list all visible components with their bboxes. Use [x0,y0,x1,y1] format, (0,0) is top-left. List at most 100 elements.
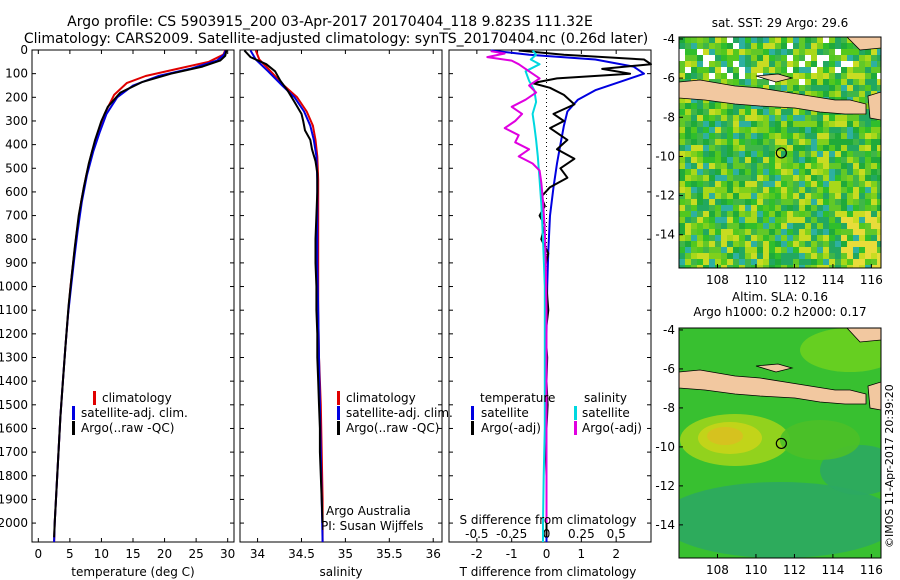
sst-pixel [739,115,745,121]
sst-pixel [793,145,799,151]
sst-pixel [787,169,793,175]
sst-pixel [865,151,871,157]
sst-pixel [835,121,841,127]
sst-pixel [853,235,859,241]
sst-pixel [877,73,881,79]
sst-pixel [703,103,709,109]
sst-pixel [787,265,793,268]
sst-pixel [829,247,835,253]
sst-pixel [721,217,727,223]
sst-pixel [841,187,847,193]
sst-pixel [829,169,835,175]
sst-pixel [757,139,763,145]
x-tick-label: 25 [188,547,203,561]
sst-pixel [763,145,769,151]
sst-pixel [691,205,697,211]
sst-pixel [745,103,751,109]
sst-pixel [787,229,793,235]
sst-pixel [691,37,697,43]
sst-pixel [715,253,721,259]
sst-pixel [865,247,871,253]
sst-pixel [715,133,721,139]
sst-pixel [691,121,697,127]
sst-pixel [739,181,745,187]
sla-anomaly [679,482,881,558]
sst-pixel [829,139,835,145]
x-tick-label: -1 [506,547,518,561]
sst-pixel [835,169,841,175]
sst-pixel [679,199,685,205]
sst-pixel [721,103,727,109]
sst-pixel [853,169,859,175]
sst-pixel [817,259,823,265]
sst-pixel [769,175,775,181]
sst-pixel [757,265,763,268]
sst-pixel [859,151,865,157]
sst-pixel [739,151,745,157]
sst-pixel [745,205,751,211]
sst-pixel [859,229,865,235]
sst-pixel [769,193,775,199]
sla-map-title: Altim. SLA: 0.16 [732,290,828,304]
sst-pixel [745,163,751,169]
sst-pixel [871,223,877,229]
sst-pixel [739,73,745,79]
sst-pixel [799,91,805,97]
sst-pixel [745,115,751,121]
sst-pixel [757,217,763,223]
sst-pixel [685,247,691,253]
sst-pixel [835,157,841,163]
sst-pixel [865,169,871,175]
temperature-x-axis: 0 5 10 15 20 25 30 [34,50,235,561]
sst-pixel [805,253,811,259]
sst-pixel [829,43,835,49]
sst-pixel [865,55,871,61]
sst-pixel [727,235,733,241]
sst-pixel [835,115,841,121]
sst-pixel [793,217,799,223]
sst-pixel [697,217,703,223]
sst-pixel [679,181,685,187]
sst-pixel [697,133,703,139]
sst-pixel [733,175,739,181]
salinity-plot-frame [239,49,443,543]
sst-pixel [709,253,715,259]
sst-pixel [739,229,745,235]
sst-pixel [721,193,727,199]
lat-tick-label: -4 [663,323,675,337]
sst-pixel [679,217,685,223]
sst-pixel [739,211,745,217]
sst-pixel [835,139,841,145]
lat-tick-label: -12 [655,189,675,203]
sst-pixel [799,55,805,61]
sst-pixel [865,103,871,109]
lat-tick-label: -14 [655,518,675,532]
sst-pixel [865,265,871,268]
sst-pixel [763,199,769,205]
sst-pixel [697,55,703,61]
sst-pixel [805,181,811,187]
sst-pixel [751,265,757,268]
sst-pixel [829,163,835,169]
sst-pixel [865,79,871,85]
sst-pixel [823,217,829,223]
sst-pixel [877,193,881,199]
sst-pixel [691,73,697,79]
sst-pixel [739,241,745,247]
sst-pixel [781,181,787,187]
sst-pixel [865,217,871,223]
sst-pixel [751,223,757,229]
sst-pixel [805,121,811,127]
sst-pixel [853,211,859,217]
sst-pixel [703,253,709,259]
sst-pixel [853,139,859,145]
sst-pixel [691,229,697,235]
sst-pixel [835,55,841,61]
sst-pixel [835,163,841,169]
sst-pixel [817,43,823,49]
sst-pixel [859,133,865,139]
sst-pixel [805,169,811,175]
sst-pixel [715,223,721,229]
sst-pixel [757,163,763,169]
